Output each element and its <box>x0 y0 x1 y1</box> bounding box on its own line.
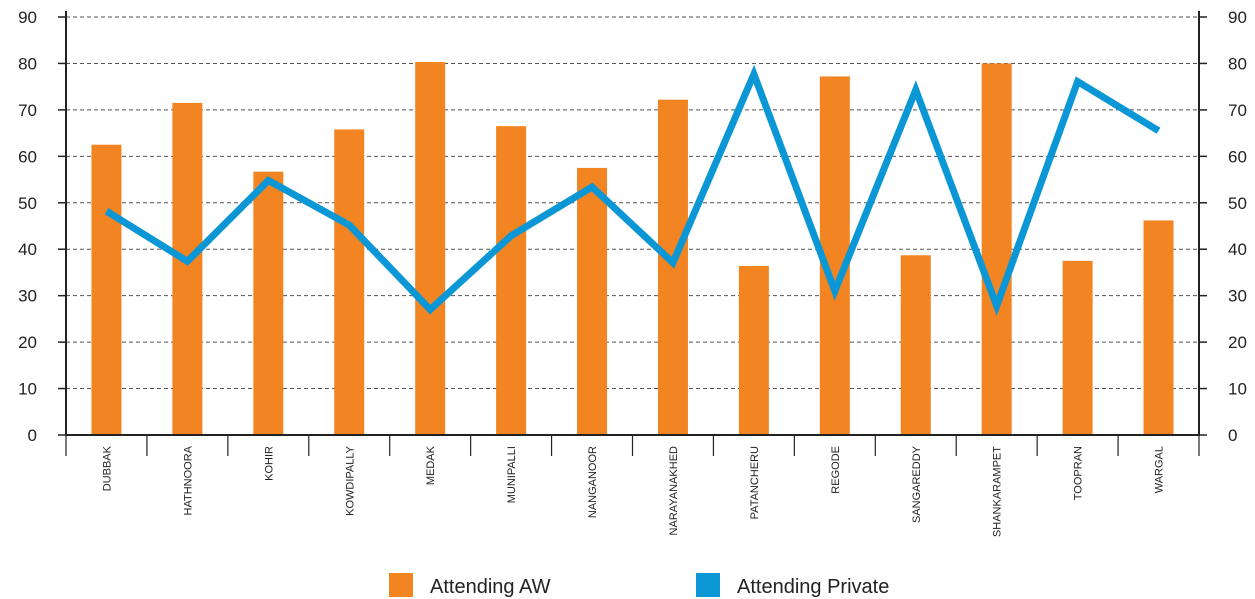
bar-dubbak <box>91 144 122 435</box>
y-tick-label-left-90: 90 <box>18 8 37 27</box>
y-tick-label-right-80: 80 <box>1228 54 1247 73</box>
bar-kohir <box>253 171 284 435</box>
category-label-nanganoor: NANGANOOR <box>587 446 599 518</box>
legend: Attending AW Attending Private <box>389 573 889 598</box>
bar-sangareddy <box>900 255 931 435</box>
y-tick-label-left-20: 20 <box>18 333 37 352</box>
y-tick-label-left-30: 30 <box>18 287 37 306</box>
bar-nanganoor <box>577 167 608 435</box>
tick-labels: 0 0 10 10 20 20 30 30 40 40 50 50 60 60 70 70 80 80 90 90 <box>18 8 1247 445</box>
bar-munipalli <box>496 126 527 436</box>
category-label-toopran: TOOPRAN <box>1073 446 1085 500</box>
category-label-patancheru: PATANCHERU <box>749 446 761 519</box>
y-tick-label-left-40: 40 <box>18 240 37 259</box>
category-label-narayanakhed: NARAYANAKHED <box>668 446 680 536</box>
line-series-attending-private <box>104 64 1161 317</box>
y-tick-label-right-70: 70 <box>1228 101 1247 120</box>
y-tick-label-left-50: 50 <box>18 194 37 213</box>
bar-medak <box>415 62 446 435</box>
bar-shankarampet <box>981 63 1012 435</box>
y-tick-label-left-10: 10 <box>18 380 37 399</box>
y-tick-label-left-60: 60 <box>18 147 37 166</box>
y-tick-label-left-70: 70 <box>18 101 37 120</box>
y-tick-label-right-20: 20 <box>1228 333 1247 352</box>
bar-series-attending-aw <box>91 62 1174 436</box>
y-tick-label-right-60: 60 <box>1228 147 1247 166</box>
legend-swatch-attending-aw <box>389 573 413 597</box>
legend-swatch-attending-private <box>696 573 720 597</box>
category-label-dubbak: DUBBAK <box>101 445 113 491</box>
category-labels: DUBBAK HATHNOORA KOHIR KOWDIPALLY MEDAK MUNIP… <box>101 445 1165 537</box>
category-label-kowdipally: KOWDIPALLY <box>344 445 356 516</box>
category-label-kohir: KOHIR <box>263 446 275 481</box>
y-tick-label-left-0: 0 <box>28 426 37 445</box>
legend-label-attending-private: Attending Private <box>737 576 889 598</box>
legend-label-attending-aw: Attending AW <box>430 576 551 598</box>
bar-hathnoora <box>172 102 203 435</box>
category-label-sangareddy: SANGAREDDY <box>911 445 923 523</box>
bar-kowdipally <box>334 129 365 435</box>
y-tick-label-right-50: 50 <box>1228 194 1247 213</box>
bar-patancheru <box>738 265 769 435</box>
y-tick-label-right-40: 40 <box>1228 240 1247 259</box>
bar-wargal <box>1143 220 1174 435</box>
category-label-regode: REGODE <box>830 446 842 494</box>
line-attending-private <box>104 64 1161 317</box>
category-label-wargal: WARGAL <box>1154 446 1166 493</box>
category-label-munipalli: MUNIPALLI <box>506 446 518 503</box>
gridlines <box>66 16 1199 390</box>
axes <box>58 11 1207 456</box>
category-label-shankarampet: SHANKARAMPET <box>992 446 1004 537</box>
y-tick-label-right-30: 30 <box>1228 287 1247 306</box>
y-tick-label-right-90: 90 <box>1228 8 1247 27</box>
category-label-medak: MEDAK <box>425 445 437 485</box>
y-tick-label-left-80: 80 <box>18 54 37 73</box>
y-tick-label-right-0: 0 <box>1228 426 1237 445</box>
y-tick-label-right-10: 10 <box>1228 380 1247 399</box>
bar-toopran <box>1062 260 1093 435</box>
category-label-hathnoora: HATHNOORA <box>182 445 194 515</box>
